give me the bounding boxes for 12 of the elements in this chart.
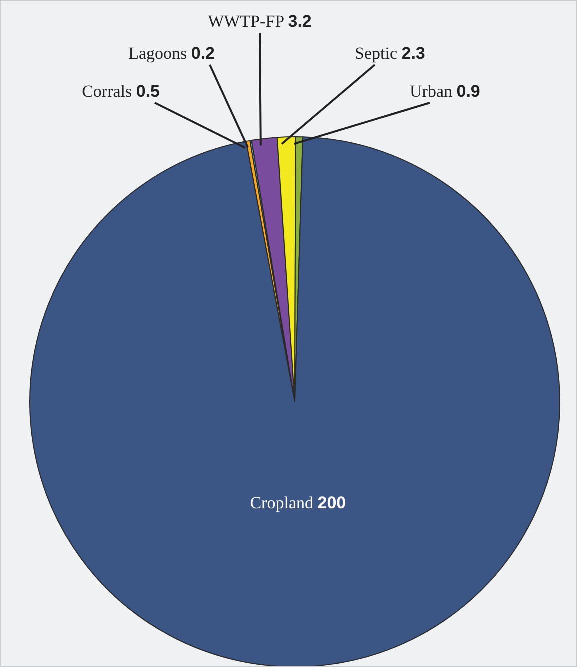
slice-label: WWTP-FP — [208, 12, 288, 30]
slice-label: Cropland — [250, 493, 318, 512]
slice-label: Lagoons — [128, 44, 192, 62]
data-label: 0.9 — [456, 82, 480, 100]
data-label: 3.2 — [288, 12, 312, 30]
data-label: 0.2 — [191, 44, 215, 62]
slice-label: Corrals — [82, 82, 136, 100]
slice-label: Septic — [355, 44, 402, 62]
data-label: 2.3 — [402, 44, 426, 62]
data-label: 0.5 — [136, 82, 160, 100]
data-label: 200 — [318, 493, 346, 512]
slice-label: Urban — [410, 82, 457, 100]
